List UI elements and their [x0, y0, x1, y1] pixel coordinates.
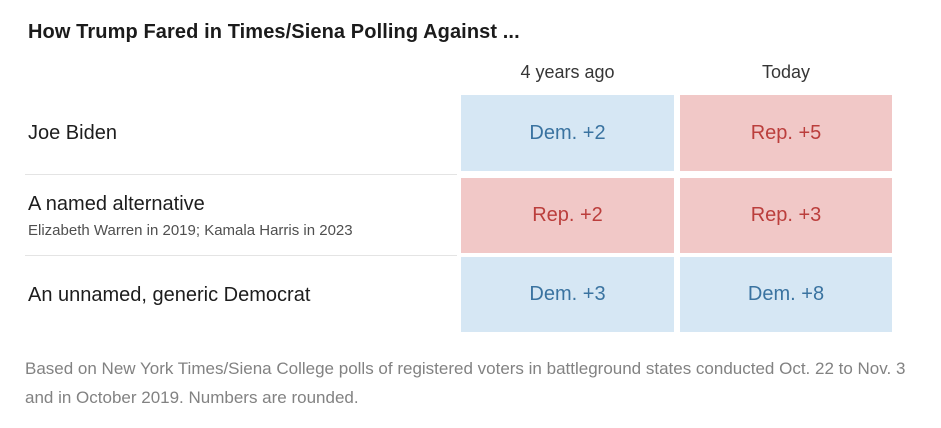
table-row-generic-democrat: An unnamed, generic Democrat Dem. +3 Dem…: [0, 257, 941, 332]
row-label: Joe Biden: [28, 122, 117, 144]
row-divider: [25, 174, 457, 175]
table-row-named-alternative: A named alternative Elizabeth Warren in …: [0, 178, 941, 253]
cell-generic-democrat-today: Dem. +8: [680, 257, 892, 332]
column-header-today: Today: [761, 62, 811, 82]
source-note: Based on New York Times/Siena College po…: [25, 359, 906, 407]
row-label-group: A named alternative Elizabeth Warren in …: [28, 178, 453, 253]
cell-generic-democrat-4-years-ago: Dem. +3: [461, 257, 674, 332]
row-divider: [25, 255, 457, 256]
column-header-4-years-ago: 4 years ago: [520, 62, 615, 82]
cell-named-alternative-4-years-ago: Rep. +2: [461, 178, 674, 253]
row-label: A named alternative: [28, 192, 205, 215]
row-label: An unnamed, generic Democrat: [28, 283, 311, 306]
table-row-joe-biden: Joe Biden Dem. +2 Rep. +5: [0, 95, 941, 171]
cell-biden-today: Rep. +5: [680, 95, 892, 171]
cell-named-alternative-today: Rep. +3: [680, 178, 892, 253]
chart-title: How Trump Fared in Times/Siena Polling A…: [28, 21, 520, 43]
row-label-group: Joe Biden: [28, 95, 453, 171]
row-sublabel: Elizabeth Warren in 2019; Kamala Harris …: [28, 221, 353, 239]
cell-biden-4-years-ago: Dem. +2: [461, 95, 674, 171]
row-label-group: An unnamed, generic Democrat: [28, 257, 453, 332]
